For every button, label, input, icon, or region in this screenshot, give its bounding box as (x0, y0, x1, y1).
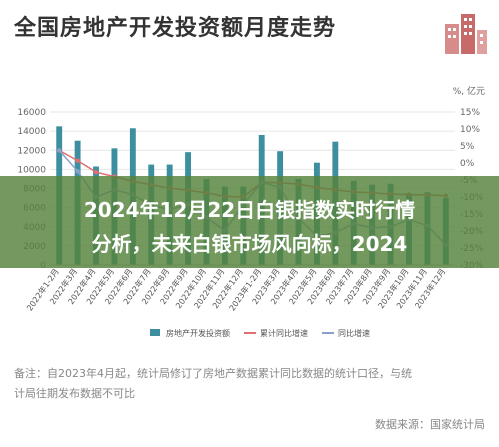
right-tick-label: 10% (460, 125, 480, 135)
banner-line-2: 分析，未来白银市场风向标，2024 (91, 232, 408, 256)
legend-swatch (150, 329, 160, 336)
line-point (57, 148, 62, 153)
line-point (93, 169, 99, 175)
line-point (75, 158, 80, 163)
footnote-line-1: 备注：自2023年4月起，统计局修订了房地产数据累计同比数据的统计口径，与统 (14, 367, 412, 380)
footnote: 备注：自2023年4月起，统计局修订了房地产数据累计同比数据的统计口径，与统 计… (14, 364, 490, 404)
building-logo-icon (445, 14, 487, 54)
legend-label: 房地产开发投资额 (166, 328, 230, 338)
right-tick-label: 5% (460, 142, 475, 152)
headline-banner: 2024年12月22日白银指数实时行情 分析，未来白银市场风向标，2024 (0, 176, 499, 268)
left-tick-label: 14000 (17, 127, 46, 137)
footnote-line-2: 计局往期发布数据不可比 (14, 387, 135, 400)
legend-label: 累计同比增速 (260, 328, 308, 338)
right-axis-unit: %, 亿元 (452, 87, 485, 97)
left-tick-label: 12000 (17, 146, 46, 156)
banner-line-1: 2024年12月22日白银指数实时行情 (83, 198, 416, 222)
right-tick-label: 0% (460, 159, 475, 169)
chart-title: 全国房地产开发投资额月度走势 (14, 16, 337, 41)
left-tick-label: 10000 (17, 165, 46, 175)
line-point (75, 168, 80, 174)
left-tick-label: 16000 (17, 108, 46, 118)
right-tick-label: 15% (460, 108, 480, 118)
legend-label: 同比增速 (338, 328, 370, 338)
data-source: 数据来源：国家统计局 (375, 418, 485, 431)
